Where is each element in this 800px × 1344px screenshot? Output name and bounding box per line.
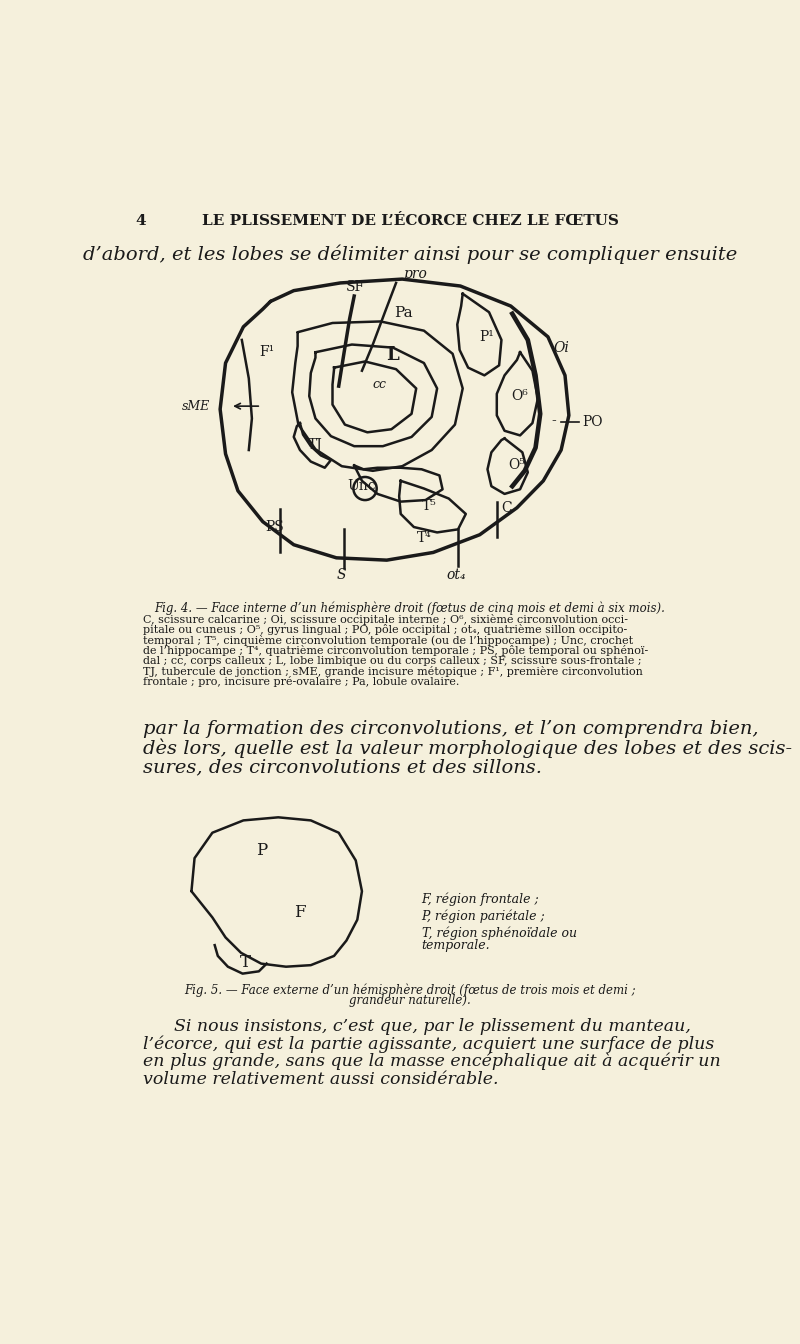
Text: de l’hippocampe ; T⁴, quatrième circonvolution temporale ; PS, pôle temporal ou : de l’hippocampe ; T⁴, quatrième circonvo…: [142, 645, 648, 656]
Text: SF: SF: [346, 280, 366, 294]
Text: S: S: [337, 567, 346, 582]
Text: grandeur naturelle).: grandeur naturelle).: [349, 995, 471, 1008]
Text: dal ; cc, corps calleux ; L, lobe limbique ou du corps calleux ; SF, scissure so: dal ; cc, corps calleux ; L, lobe limbiq…: [142, 656, 642, 665]
Text: P¹: P¹: [480, 329, 494, 344]
Text: sures, des circonvolutions et des sillons.: sures, des circonvolutions et des sillon…: [142, 758, 542, 775]
Text: frontale ; pro, incisure pré-ovalaire ; Pa, lobule ovalaire.: frontale ; pro, incisure pré-ovalaire ; …: [142, 676, 459, 687]
Text: en plus grande, sans que la masse encéphalique ait à acquérir un: en plus grande, sans que la masse encéph…: [142, 1052, 720, 1070]
Text: temporal ; T⁵, cinquième circonvolution temporale (ou de l’hippocampe) ; Unc, cr: temporal ; T⁵, cinquième circonvolution …: [142, 634, 633, 646]
Text: TJ: TJ: [308, 438, 323, 452]
Text: P: P: [255, 841, 267, 859]
Text: Oi: Oi: [554, 340, 570, 355]
Text: T⁵: T⁵: [422, 499, 437, 513]
Text: F¹: F¹: [259, 344, 274, 359]
Text: -: -: [551, 414, 556, 429]
Text: temporale.: temporale.: [422, 939, 490, 952]
Text: L: L: [386, 347, 399, 364]
Text: Fig. 4. — Face interne d’un hémisphère droit (fœtus de cinq mois et demi à six m: Fig. 4. — Face interne d’un hémisphère d…: [154, 602, 666, 616]
Text: C: C: [502, 501, 512, 515]
Text: LE PLISSEMENT DE L’ÉCORCE CHEZ LE FŒTUS: LE PLISSEMENT DE L’ÉCORCE CHEZ LE FŒTUS: [202, 214, 618, 227]
Text: TJ, tubercule de jonction ; sME, grande incisure métopique ; F¹, première circon: TJ, tubercule de jonction ; sME, grande …: [142, 667, 642, 677]
Text: dès lors, quelle est la valeur morphologique des lobes et des scis-: dès lors, quelle est la valeur morpholog…: [142, 739, 792, 758]
Text: pitale ou cuneus ; O⁵, gyrus lingual ; PO, pôle occipital ; ot₄, quatrième sillo: pitale ou cuneus ; O⁵, gyrus lingual ; P…: [142, 625, 627, 636]
Text: volume relativement aussi considérable.: volume relativement aussi considérable.: [142, 1071, 498, 1087]
Text: C, scissure calcarine ; Oi, scissure occipitale interne ; O⁶, sixième circonvolu: C, scissure calcarine ; Oi, scissure occ…: [142, 614, 628, 625]
Text: PS: PS: [265, 520, 284, 534]
Text: F, région frontale ;: F, région frontale ;: [422, 892, 539, 906]
Text: Unc: Unc: [348, 480, 376, 493]
Text: ot₄: ot₄: [446, 567, 466, 582]
Text: d’abord, et les lobes se délimiter ainsi pour se compliquer ensuite: d’abord, et les lobes se délimiter ainsi…: [83, 245, 737, 263]
Text: Pa: Pa: [394, 306, 413, 320]
Text: F: F: [294, 903, 306, 921]
Text: Si nous insistons, c’est que, par le plissement du manteau,: Si nous insistons, c’est que, par le pli…: [174, 1017, 690, 1035]
Text: T, région sphénoïdale ou: T, région sphénoïdale ou: [422, 926, 577, 941]
Text: P, région pariétale ;: P, région pariétale ;: [422, 910, 546, 923]
Text: O⁶: O⁶: [512, 390, 529, 403]
Text: T: T: [240, 954, 251, 970]
Text: cc: cc: [373, 379, 387, 391]
Text: pro: pro: [404, 266, 428, 281]
Text: PO: PO: [582, 414, 602, 429]
Text: par la formation des circonvolutions, et l’on comprendra bien,: par la formation des circonvolutions, et…: [142, 719, 758, 738]
Text: Fig. 5. — Face externe d’un hémisphère droit (fœtus de trois mois et demi ;: Fig. 5. — Face externe d’un hémisphère d…: [184, 984, 636, 997]
Text: sME: sME: [182, 399, 210, 413]
Text: l’écorce, qui est la partie agissante, acquiert une surface de plus: l’écorce, qui est la partie agissante, a…: [142, 1035, 714, 1052]
Text: T⁴: T⁴: [417, 531, 431, 544]
Text: 4: 4: [135, 214, 146, 227]
Text: O⁵: O⁵: [509, 458, 526, 472]
